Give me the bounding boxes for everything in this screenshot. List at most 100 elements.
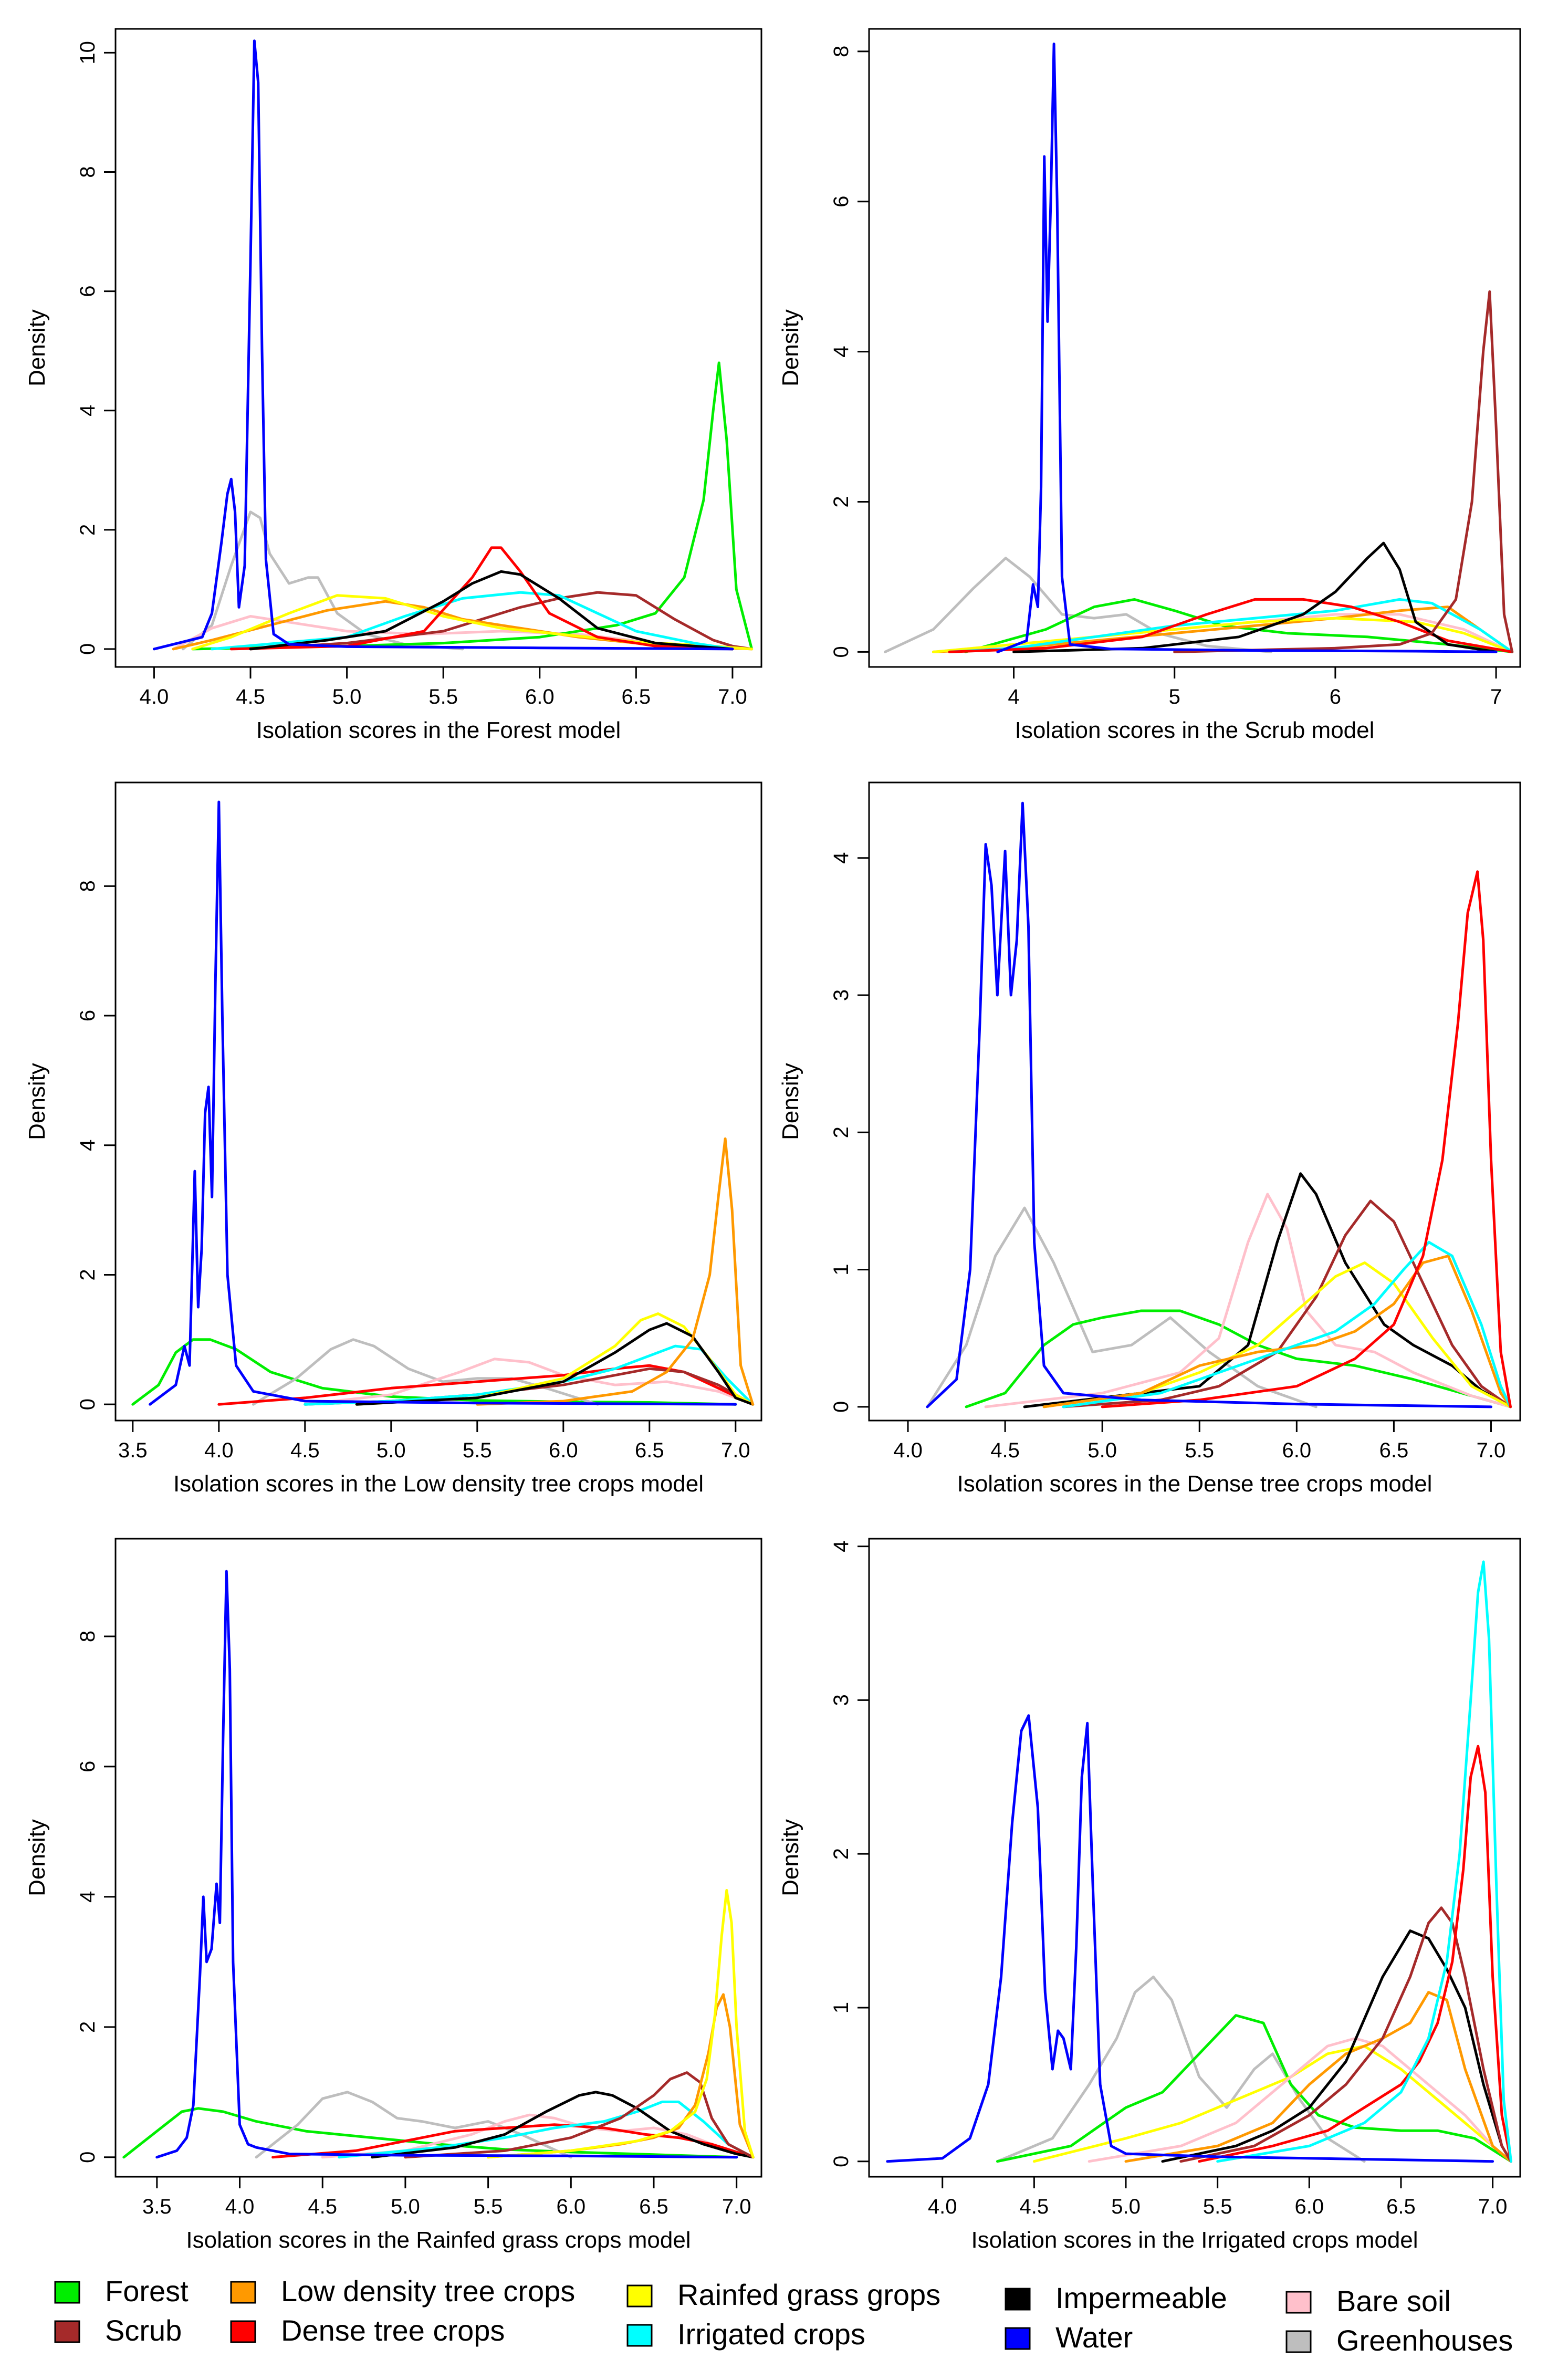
y-tick-label: 4 bbox=[76, 1891, 99, 1903]
series-line-water bbox=[886, 1714, 1494, 2163]
legend-swatch bbox=[230, 2320, 256, 2343]
y-tick-label: 4 bbox=[830, 346, 853, 358]
x-tick-label: 5.5 bbox=[428, 685, 458, 708]
legend-swatch bbox=[1005, 2288, 1031, 2311]
y-axis-title: Density bbox=[778, 1063, 803, 1140]
x-tick-label: 5.5 bbox=[1185, 1439, 1214, 1462]
series-line-impermeable bbox=[1023, 1172, 1512, 1408]
x-tick-label: 7.0 bbox=[1478, 2195, 1508, 2218]
series-line-dense-tree-crops bbox=[1198, 1745, 1512, 2163]
x-tick-label: 4.5 bbox=[308, 2195, 337, 2218]
panel-forest-model: 4.0 4.5 5.0 5.5 6.0 6.5 7.0 0 2 4 6 8 10 Isolation sc… bbox=[24, 28, 762, 743]
y-tick-label: 0 bbox=[76, 643, 99, 655]
series-line-forest bbox=[996, 2014, 1512, 2163]
x-tick-label: 4.5 bbox=[1020, 2195, 1049, 2218]
series-line-irrigated-crops bbox=[1216, 1560, 1512, 2163]
x-tick-label: 4.5 bbox=[236, 685, 265, 708]
x-tick-label: 6.0 bbox=[549, 1439, 578, 1462]
series-line-rainfed-grass-grops bbox=[932, 617, 1514, 653]
y-tick-label: 0 bbox=[830, 2156, 853, 2167]
legend-label: Scrub bbox=[105, 2314, 182, 2347]
series-line-forest bbox=[965, 1309, 1512, 1408]
x-tick-label: 5.0 bbox=[1088, 1439, 1117, 1462]
series-line-scrub bbox=[1062, 1199, 1512, 1408]
series-line-water bbox=[926, 801, 1492, 1408]
y-tick-label: 0 bbox=[830, 1401, 853, 1413]
y-tick-label: 4 bbox=[76, 405, 99, 416]
y-tick-label: 6 bbox=[76, 1761, 99, 1772]
series-line-impermeable bbox=[249, 570, 734, 651]
x-tick-label: 6.5 bbox=[1386, 2195, 1416, 2218]
x-tick-label: 5.5 bbox=[1203, 2195, 1232, 2218]
legend-label: Low density tree crops bbox=[281, 2274, 575, 2308]
x-tick-label: 7.0 bbox=[721, 1439, 750, 1462]
legend-swatch bbox=[1285, 2291, 1312, 2314]
legend-item-scrub: Scrub bbox=[54, 2314, 182, 2347]
legend-swatch bbox=[626, 2324, 653, 2347]
x-tick-label: 5.0 bbox=[1111, 2195, 1141, 2218]
x-tick-label: 6.5 bbox=[1379, 1439, 1409, 1462]
y-tick-label: 0 bbox=[76, 2152, 99, 2163]
y-tick-label: 8 bbox=[76, 166, 99, 178]
series-line-low-density-tree-crops bbox=[1042, 1255, 1512, 1408]
y-tick-label: 0 bbox=[830, 646, 853, 657]
legend-swatch bbox=[230, 2281, 256, 2304]
legend-item-greenhouses: Greenhouses bbox=[1285, 2324, 1513, 2357]
x-tick-label: 5.0 bbox=[391, 2195, 420, 2218]
series-line-irrigated-crops bbox=[948, 598, 1514, 653]
series-line-forest bbox=[191, 361, 754, 651]
series-line-dense-tree-crops bbox=[217, 1364, 755, 1406]
x-axis-title: Isolation scores in the Dense tree crops… bbox=[957, 1471, 1432, 1497]
x-tick-label: 3.5 bbox=[118, 1439, 148, 1462]
series-line-greenhouses bbox=[884, 557, 1272, 653]
x-tick-label: 5.5 bbox=[463, 1439, 492, 1462]
plot-frame bbox=[114, 781, 762, 1422]
panel-irrigated-crops-model: 4.0 4.5 5.0 5.5 6.0 6.5 7.0 0 1 2 3 4 Isolation scor… bbox=[778, 1538, 1521, 2253]
legend-item-water: Water bbox=[1005, 2321, 1133, 2354]
x-tick-label: 7 bbox=[1490, 685, 1502, 708]
series-line-greenhouses bbox=[252, 1338, 599, 1406]
plot-frame bbox=[114, 1538, 762, 2178]
series-line-scrub bbox=[1173, 290, 1514, 653]
y-axis-title: Density bbox=[778, 1819, 803, 1896]
plot-frame bbox=[114, 28, 762, 668]
x-axis-title: Isolation scores in the Scrub model bbox=[1015, 717, 1375, 743]
x-tick-label: 4.0 bbox=[893, 1439, 923, 1462]
y-axis-title: Density bbox=[24, 1063, 50, 1140]
y-tick-label: 0 bbox=[76, 1398, 99, 1410]
legend-label: Impermeable bbox=[1055, 2281, 1227, 2314]
y-tick-label: 3 bbox=[830, 1694, 853, 1706]
series-line-water bbox=[155, 1570, 738, 2159]
plot-frame bbox=[868, 28, 1521, 668]
x-tick-label: 6.0 bbox=[525, 685, 555, 708]
y-tick-label: 6 bbox=[76, 1010, 99, 1021]
y-tick-label: 2 bbox=[76, 1269, 99, 1280]
series-line-bare-soil bbox=[304, 1358, 755, 1406]
y-tick-label: 2 bbox=[76, 2021, 99, 2033]
legend-item-impermeable: Impermeable bbox=[1005, 2281, 1227, 2314]
x-tick-label: 7.0 bbox=[722, 2195, 751, 2218]
series-line-scrub bbox=[404, 2071, 755, 2159]
legend-item-irrigated-crops: Irrigated crops bbox=[626, 2318, 865, 2351]
x-tick-label: 5.0 bbox=[332, 685, 362, 708]
legend-label: Bare soil bbox=[1336, 2284, 1451, 2318]
y-tick-label: 2 bbox=[830, 1848, 853, 1860]
series-line-dense-tree-crops bbox=[1101, 870, 1512, 1408]
series-line-low-density-tree-crops bbox=[476, 1137, 755, 1406]
legend-swatch bbox=[54, 2281, 80, 2304]
y-tick-label: 10 bbox=[76, 41, 99, 65]
panel-scrub-model: 4 5 6 7 0 2 4 6 8 Isolation scores in the Scrub m… bbox=[778, 28, 1521, 743]
series-line-forest bbox=[131, 1338, 737, 1406]
x-tick-label: 4.0 bbox=[225, 2195, 255, 2218]
x-tick-label: 4.0 bbox=[928, 2195, 957, 2218]
y-tick-label: 4 bbox=[76, 1140, 99, 1151]
y-tick-label: 2 bbox=[830, 1126, 853, 1138]
x-tick-label: 6.0 bbox=[1295, 2195, 1324, 2218]
x-tick-label: 3.5 bbox=[142, 2195, 172, 2218]
panel-dense-tree-crops-model: 4.0 4.5 5.0 5.5 6.0 6.5 7.0 0 1 2 3 4 Isolation scor… bbox=[778, 781, 1521, 1497]
y-tick-label: 3 bbox=[830, 989, 853, 1001]
y-tick-label: 4 bbox=[830, 1541, 853, 1552]
plot-frame bbox=[868, 1538, 1521, 2178]
y-tick-label: 8 bbox=[830, 46, 853, 57]
